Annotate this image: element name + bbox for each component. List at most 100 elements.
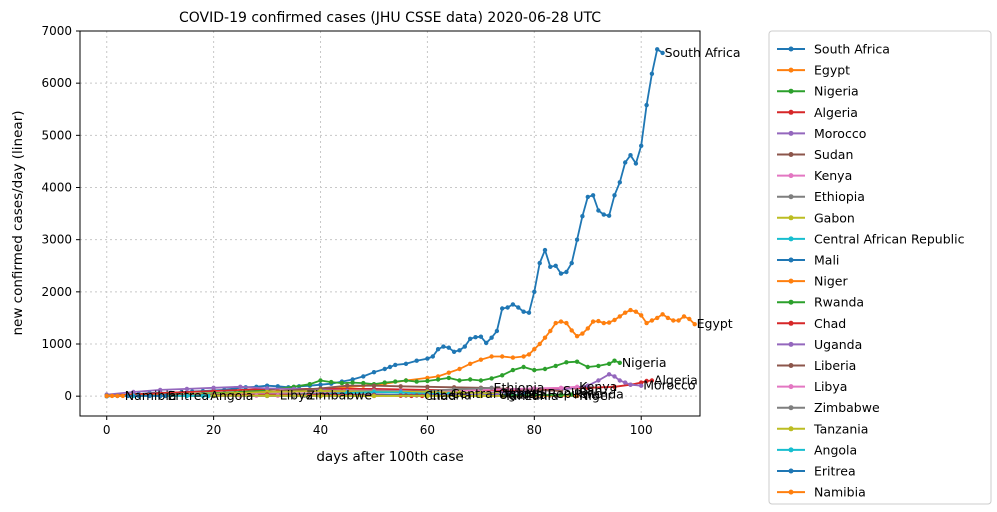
data-point [350, 380, 355, 385]
data-point [403, 378, 409, 383]
data-point [430, 354, 435, 359]
data-point [623, 380, 628, 385]
data-point [601, 320, 606, 326]
data-point [585, 364, 590, 370]
y-tick-label: 3000 [41, 233, 72, 247]
series-end-label: Namibia [125, 388, 177, 403]
legend-marker [788, 405, 794, 411]
data-point [601, 212, 606, 217]
data-point [687, 316, 692, 322]
y-tick-label: 0 [64, 389, 72, 403]
legend-entry: Eritrea [814, 464, 856, 479]
data-point [532, 289, 537, 294]
data-point [387, 364, 393, 370]
plot-frame [79, 30, 701, 417]
data-point [558, 385, 564, 390]
legend-marker [788, 257, 794, 263]
data-point [462, 344, 467, 349]
series-end-label: Libya [280, 388, 313, 403]
series-end-label: Mali [526, 387, 551, 402]
data-point [660, 50, 665, 56]
data-point [655, 315, 660, 321]
data-point [660, 312, 665, 317]
legend-entry: Nigeria [814, 84, 859, 99]
data-point [494, 328, 500, 334]
data-point [526, 310, 532, 315]
legend-marker [788, 468, 794, 474]
series-end-label: Tanzania [503, 388, 558, 403]
data-point [158, 393, 163, 399]
data-point [473, 335, 478, 340]
data-point [500, 393, 505, 399]
data-point [521, 309, 526, 314]
data-point [500, 306, 505, 311]
series-end-label: Morocco [643, 378, 695, 393]
data-point [510, 355, 516, 360]
legend-entry: Zimbabwe [814, 400, 880, 415]
data-point [393, 379, 398, 384]
data-point [644, 102, 649, 108]
legend-marker [788, 299, 794, 305]
data-point [163, 393, 168, 399]
series-end-label: Kenya [579, 379, 617, 394]
legend-entry: Namibia [814, 485, 866, 500]
data-point [398, 390, 403, 395]
data-point [612, 317, 617, 323]
data-point [564, 360, 569, 365]
data-point [542, 247, 548, 253]
series-end-label: Eritrea [168, 388, 210, 403]
data-point [639, 143, 644, 148]
data-point [318, 388, 323, 394]
data-point [681, 314, 687, 319]
data-point [596, 318, 601, 324]
data-point [537, 341, 542, 347]
data-point [446, 375, 451, 381]
data-point [446, 370, 451, 375]
y-tick-label: 7000 [41, 24, 72, 38]
data-point [468, 377, 473, 382]
data-point [569, 260, 574, 266]
data-point [612, 193, 617, 198]
data-point [596, 208, 601, 213]
legend-entry: Libya [814, 379, 847, 394]
legend-marker [788, 46, 794, 52]
data-point [350, 377, 355, 382]
data-point [489, 335, 494, 340]
legend-entry: Morocco [814, 126, 866, 141]
data-point [692, 322, 697, 327]
data-point [590, 193, 596, 198]
legend-marker [788, 130, 794, 136]
x-tick-label: 100 [630, 423, 653, 437]
data-point [457, 348, 462, 353]
legend-entry: Liberia [814, 358, 856, 373]
legend-marker [788, 67, 794, 73]
data-point [612, 358, 617, 363]
data-point [569, 392, 574, 397]
y-axis-label: new confirmed cases/day (linear) [10, 110, 26, 335]
series-end-label: Gabon [499, 386, 540, 401]
data-point [532, 386, 537, 391]
legend-box [768, 30, 992, 505]
data-point [457, 378, 462, 383]
data-point [510, 302, 516, 307]
series-end-label: Zimbabwe [306, 388, 372, 403]
legend-entry: Ethiopia [814, 189, 865, 204]
legend-entry: Uganda [814, 337, 862, 352]
legend-entry: Gabon [814, 210, 855, 225]
data-point [500, 373, 505, 378]
data-point [478, 357, 484, 362]
data-point [307, 382, 312, 387]
data-point [574, 393, 580, 399]
data-point [558, 388, 564, 394]
data-point [665, 315, 671, 321]
legend-entry: Sudan [814, 147, 853, 162]
data-point [318, 382, 323, 387]
data-point [521, 354, 526, 359]
data-point [435, 377, 441, 382]
legend-marker [788, 489, 794, 495]
data-point [623, 160, 628, 165]
legend-marker [788, 384, 794, 390]
legend-marker [788, 109, 794, 115]
data-point [500, 354, 505, 359]
